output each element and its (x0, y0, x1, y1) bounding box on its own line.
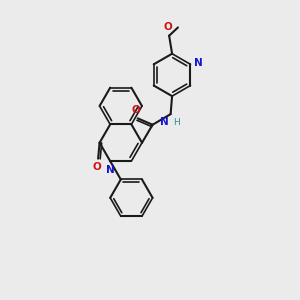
Text: N: N (194, 58, 203, 68)
Text: O: O (131, 105, 140, 116)
Text: O: O (92, 162, 101, 172)
Text: N: N (106, 165, 115, 175)
Text: N: N (160, 117, 169, 127)
Text: O: O (163, 22, 172, 32)
Text: H: H (174, 118, 180, 127)
